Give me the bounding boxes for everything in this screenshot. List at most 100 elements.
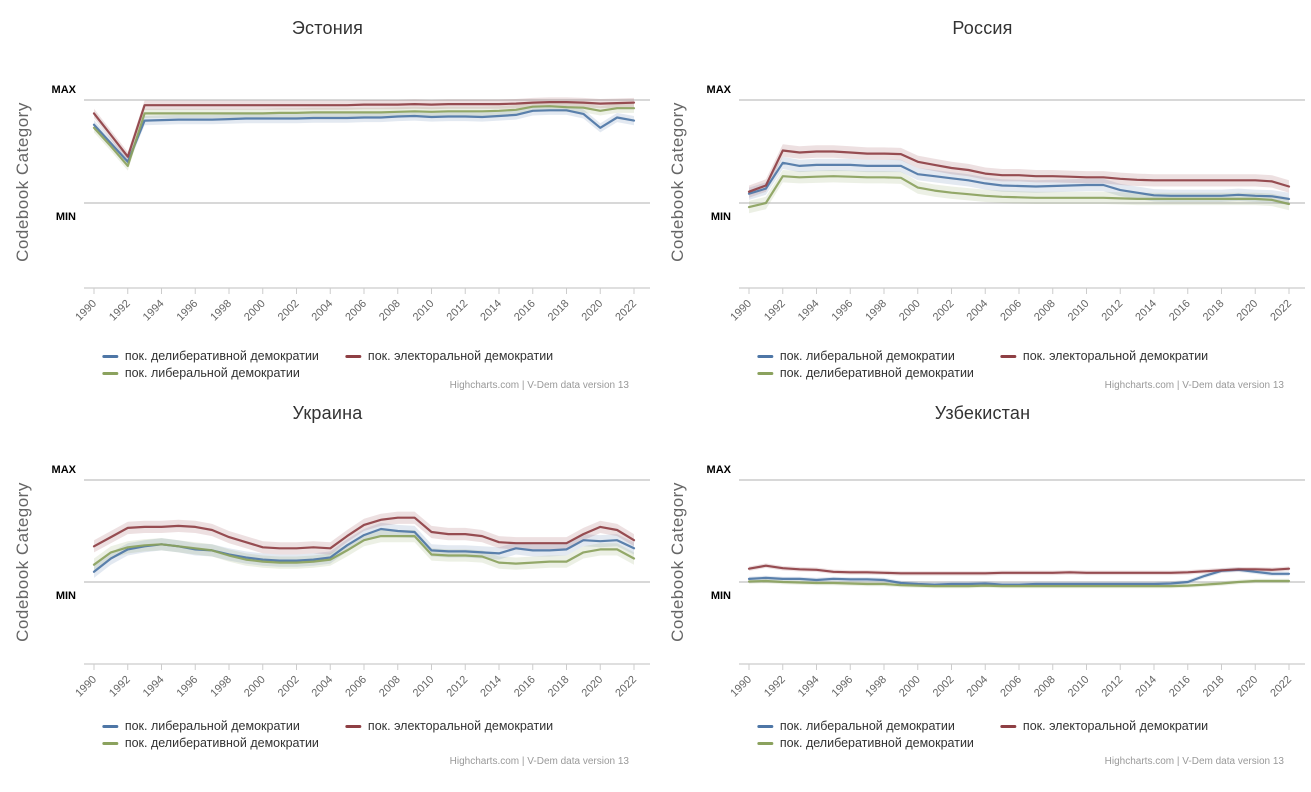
x-tick-label: 1990 bbox=[728, 674, 754, 700]
x-tick-label: 2016 bbox=[1167, 298, 1193, 324]
y-tick-min: MIN bbox=[56, 590, 76, 602]
series-line bbox=[747, 149, 1291, 193]
series-line bbox=[92, 100, 636, 158]
x-tick-label: 2022 bbox=[613, 298, 639, 324]
x-tick-label: 2008 bbox=[1032, 674, 1058, 700]
y-tick-min: MIN bbox=[711, 590, 731, 602]
credits-text: Highcharts.com | V-Dem data version 13 bbox=[1104, 756, 1284, 767]
chart-estonia: Эстония Codebook Category MAX MIN 1990 1992 1… bbox=[0, 0, 655, 396]
x-tick-label: 1990 bbox=[73, 674, 99, 700]
x-tick-label: 2018 bbox=[1201, 674, 1227, 700]
x-tick-label: 1992 bbox=[107, 298, 133, 324]
x-tick-label: 2000 bbox=[897, 298, 923, 324]
legend-marker-icon bbox=[999, 724, 1016, 728]
chart-uzbekistan: Узбекистан Codebook Category MAX MIN 1990 19… bbox=[655, 396, 1310, 792]
legend-item-label: пок. делиберативной демократии bbox=[779, 736, 974, 750]
x-tick-label: 1994 bbox=[141, 298, 167, 324]
x-tick-label: 1998 bbox=[208, 674, 234, 700]
legend-marker-icon bbox=[756, 371, 773, 375]
legend-marker-icon bbox=[756, 741, 773, 745]
x-tick-label: 2008 bbox=[1032, 298, 1058, 324]
x-tick-label: 2010 bbox=[1066, 674, 1092, 700]
x-tick-label: 2006 bbox=[343, 674, 369, 700]
confidence-band bbox=[749, 567, 1289, 587]
x-tick-label: 2016 bbox=[1167, 674, 1193, 700]
plot-area[interactable]: Codebook Category MAX MIN 1990 1992 1994 1996 1… bbox=[655, 396, 1310, 792]
legend-item[interactable]: пок. либеральной демократии bbox=[101, 719, 319, 733]
legend-item[interactable]: пок. либеральной демократии bbox=[756, 719, 974, 733]
legend-item[interactable]: пок. делиберативной демократии bbox=[756, 366, 974, 380]
legend: пок. делиберативной демократии пок. элект… bbox=[101, 349, 554, 380]
x-tick-label: 2018 bbox=[546, 674, 572, 700]
legend-item-label: пок. либеральной демократии bbox=[124, 719, 300, 733]
x-tick-label: 2008 bbox=[377, 674, 403, 700]
legend-item-label: пок. делиберативной демократии bbox=[779, 366, 974, 380]
legend-item-label: пок. либеральной демократии bbox=[779, 349, 955, 363]
legend-item[interactable]: пок. делиберативной демократии bbox=[101, 736, 319, 750]
legend-item[interactable]: пок. делиберативной демократии bbox=[101, 349, 319, 363]
y-axis-title: Codebook Category bbox=[668, 102, 687, 262]
credits-text: Highcharts.com | V-Dem data version 13 bbox=[449, 380, 629, 391]
legend-marker-icon bbox=[101, 354, 118, 358]
plot-area[interactable]: Codebook Category MAX MIN 1990 1992 1994 1996 1… bbox=[0, 0, 655, 396]
confidence-band bbox=[94, 511, 634, 555]
x-tick-label: 2002 bbox=[931, 674, 957, 700]
x-tick-label: 2012 bbox=[445, 674, 471, 700]
series-line bbox=[92, 535, 636, 566]
legend-item-label: пок. электоральной демократии bbox=[367, 349, 554, 363]
x-tick-label: 2002 bbox=[931, 298, 957, 324]
legend-item[interactable]: пок. делиберативной демократии bbox=[756, 736, 974, 750]
x-tick-label: 1998 bbox=[863, 674, 889, 700]
credits-text: Highcharts.com | V-Dem data version 13 bbox=[1104, 380, 1284, 391]
x-tick-label: 2018 bbox=[546, 298, 572, 324]
x-tick-label: 2012 bbox=[445, 298, 471, 324]
x-tick-label: 2014 bbox=[478, 298, 504, 324]
chart-title: Россия bbox=[952, 18, 1013, 38]
legend-item[interactable]: пок. электоральной демократии bbox=[999, 719, 1209, 733]
legend-item-label: пок. электоральной демократии bbox=[367, 719, 554, 733]
legend-item[interactable]: пок. либеральной демократии bbox=[101, 366, 319, 380]
x-tick-label: 2006 bbox=[343, 298, 369, 324]
y-axis-title: Codebook Category bbox=[13, 102, 32, 262]
x-tick-label: 1996 bbox=[175, 298, 201, 324]
x-tick-label: 1990 bbox=[73, 298, 99, 324]
series-line bbox=[747, 175, 1291, 209]
x-tick-label: 2004 bbox=[965, 674, 991, 700]
legend-item[interactable]: пок. либеральной демократии bbox=[756, 349, 974, 363]
credits-text: Highcharts.com | V-Dem data version 13 bbox=[449, 756, 629, 767]
confidence-band bbox=[749, 144, 1289, 198]
legend-item[interactable]: пок. электоральной демократии bbox=[344, 719, 554, 733]
y-tick-min: MIN bbox=[711, 211, 731, 223]
series-line bbox=[747, 564, 1291, 575]
legend-item-label: пок. делиберативной демократии bbox=[124, 736, 319, 750]
confidence-band bbox=[94, 97, 634, 162]
legend-item[interactable]: пок. электоральной демократии bbox=[344, 349, 554, 363]
plot-area[interactable]: Codebook Category MAX MIN 1990 1992 1994 1996 1… bbox=[0, 396, 655, 792]
x-tick-label: 2010 bbox=[1066, 298, 1092, 324]
chart-title: Эстония bbox=[291, 18, 364, 38]
x-tick-label: 2004 bbox=[965, 298, 991, 324]
legend-item[interactable]: пок. электоральной демократии bbox=[999, 349, 1209, 363]
y-tick-max: MAX bbox=[707, 464, 732, 476]
legend: пок. либеральной демократии пок. электора… bbox=[756, 719, 1209, 750]
legend-item-label: пок. делиберативной демократии bbox=[124, 349, 319, 363]
x-tick-label: 2012 bbox=[1100, 674, 1126, 700]
x-tick-label: 2016 bbox=[512, 298, 538, 324]
series-line bbox=[747, 161, 1291, 200]
legend-item-label: пок. электоральной демократии bbox=[1022, 349, 1209, 363]
x-tick-label: 2020 bbox=[1235, 298, 1261, 324]
chart-title: Узбекистан bbox=[934, 403, 1031, 423]
x-tick-label: 2000 bbox=[897, 674, 923, 700]
x-tick-label: 1994 bbox=[141, 674, 167, 700]
x-tick-label: 2004 bbox=[310, 298, 336, 324]
confidence-band bbox=[94, 530, 634, 571]
x-tick-label: 1990 bbox=[728, 298, 754, 324]
x-tick-label: 1992 bbox=[762, 298, 788, 324]
legend-marker-icon bbox=[756, 724, 773, 728]
legend-item-label: пок. электоральной демократии bbox=[1022, 719, 1209, 733]
x-tick-label: 1996 bbox=[830, 298, 856, 324]
confidence-band bbox=[94, 105, 634, 167]
x-tick-label: 2020 bbox=[580, 674, 606, 700]
plot-area[interactable]: Codebook Category MAX MIN 1990 1992 1994 1996 1… bbox=[655, 0, 1310, 396]
